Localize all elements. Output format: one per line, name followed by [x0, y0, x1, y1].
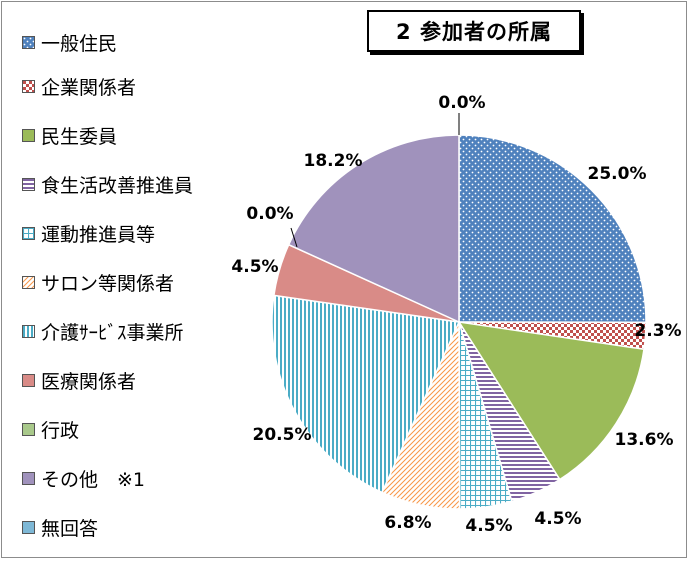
data-label: 0.0% [438, 93, 485, 113]
legend-swatch-icon [22, 276, 35, 289]
legend-label: 一般住民 [41, 32, 118, 55]
pie-slice [287, 134, 460, 324]
legend-item: 民生委員 [22, 111, 193, 160]
legend-item: 介護ｻｰﾋﾞｽ事業所 [22, 307, 193, 356]
legend-label: その他 ※1 [41, 469, 146, 491]
legend-item: 行政 [22, 405, 193, 454]
pie-slice [457, 321, 645, 481]
data-label: 4.5% [465, 516, 512, 536]
data-label: 4.5% [534, 509, 581, 529]
data-label: 6.8% [384, 513, 431, 533]
data-label: 25.0% [588, 164, 647, 184]
leader-line [290, 227, 298, 248]
data-label: 18.2% [304, 151, 363, 171]
legend-swatch-icon [22, 521, 35, 534]
legend-swatch-icon [22, 374, 35, 387]
legend-swatch-icon [22, 227, 35, 240]
legend-label: 民生委員 [41, 126, 118, 148]
legend-swatch-icon [22, 472, 35, 485]
data-label: 0.0% [246, 204, 293, 224]
data-label: 2.3% [634, 321, 681, 341]
legend-swatch-icon [22, 423, 35, 436]
legend-swatch-icon [22, 129, 35, 142]
legend-item: サロン等関係者 [22, 258, 193, 307]
legend-item: 一般住民 [22, 22, 193, 62]
pie-slice [458, 134, 647, 324]
legend-swatch-icon [22, 325, 35, 338]
legend-item: 運動推進員等 [22, 209, 193, 258]
legend-label: サロン等関係者 [41, 273, 175, 295]
legend-label: 医療関係者 [41, 371, 137, 393]
leader-lines [290, 113, 460, 248]
legend-item: 医療関係者 [22, 356, 193, 405]
pie-slice [271, 294, 461, 494]
legend-swatch-icon [22, 35, 35, 49]
legend-label: 企業関係者 [41, 77, 137, 99]
pie-slices [271, 134, 647, 510]
legend-item: その他 ※1 [22, 454, 193, 503]
data-label: 13.6% [615, 430, 674, 450]
legend-item: 企業関係者 [22, 62, 193, 111]
legend: 一般住民企業関係者民生委員食生活改善推進員 運動推進員等 サロン等関係者 介護ｻｰﾋﾞ… [22, 22, 193, 552]
legend-label: 運動推進員等 [41, 224, 156, 246]
legend-swatch-icon [22, 178, 35, 191]
legend-swatch-icon [22, 80, 35, 93]
legend-item: 食生活改善推進員 [22, 160, 193, 209]
data-label: 4.5% [231, 257, 278, 277]
legend-label: 介護ｻｰﾋﾞｽ事業所 [41, 322, 184, 344]
legend-label: 食生活改善推進員 [41, 175, 194, 197]
chart-title: 2 参加者の所属 [367, 10, 581, 52]
legend-label: 行政 [41, 420, 80, 442]
legend-item: 無回答 [22, 503, 193, 552]
data-label: 20.5% [253, 425, 312, 445]
legend-label: 無回答 [41, 518, 99, 540]
